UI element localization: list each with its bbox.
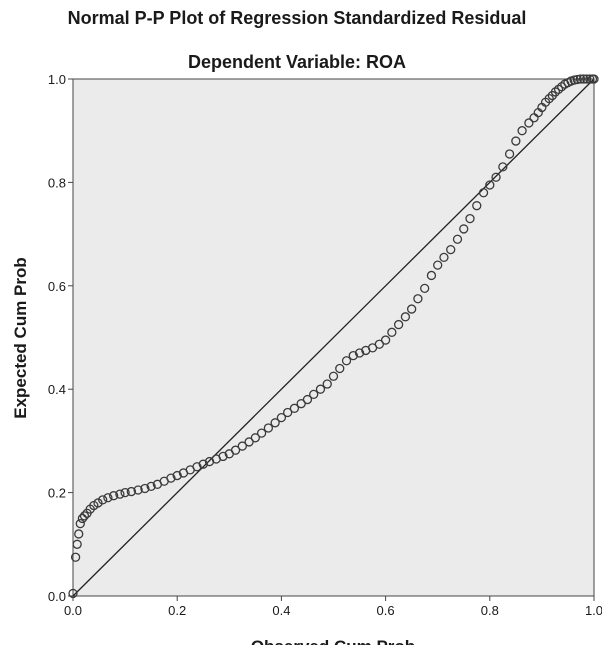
data-point xyxy=(166,473,176,483)
x-axis: 0.0 0.2 0.4 0.6 0.8 1.0 xyxy=(64,596,602,618)
data-point xyxy=(433,260,443,270)
data-point xyxy=(380,335,391,345)
data-point xyxy=(309,389,319,400)
x-tick-label: 0.0 xyxy=(64,603,82,618)
data-point xyxy=(589,74,599,84)
data-point xyxy=(75,518,85,529)
data-point xyxy=(354,348,365,358)
data-point xyxy=(296,399,306,409)
data-point xyxy=(140,483,150,494)
data-point xyxy=(459,224,469,234)
data-point xyxy=(315,384,326,394)
x-tick-label: 0.4 xyxy=(272,603,290,618)
data-point xyxy=(283,407,293,418)
data-point xyxy=(115,489,125,499)
data-point xyxy=(582,74,592,84)
data-point xyxy=(198,459,208,469)
y-tick-label: 0.4 xyxy=(48,382,66,397)
data-point xyxy=(420,283,430,294)
data-points xyxy=(68,74,599,599)
data-point xyxy=(426,270,437,281)
y-axis: 0.0 0.2 0.4 0.6 0.8 1.0 xyxy=(48,72,73,604)
data-point xyxy=(302,394,313,405)
data-point xyxy=(328,371,339,381)
data-point xyxy=(237,441,247,451)
data-point xyxy=(98,495,108,505)
data-point xyxy=(400,312,411,322)
data-point xyxy=(550,87,561,97)
y-tick-label: 0.6 xyxy=(48,279,66,294)
data-point xyxy=(553,84,564,94)
data-point xyxy=(478,188,489,198)
y-tick-label: 0.2 xyxy=(48,486,66,501)
y-tick-label: 0.0 xyxy=(48,589,66,604)
data-point xyxy=(413,294,423,304)
data-point xyxy=(77,513,88,524)
data-point xyxy=(79,511,90,521)
data-point xyxy=(108,491,119,501)
x-tick-label: 0.6 xyxy=(377,603,395,618)
data-point xyxy=(524,118,534,128)
data-point xyxy=(250,433,261,443)
data-point xyxy=(126,486,137,497)
y-tick-label: 1.0 xyxy=(48,72,66,87)
data-point xyxy=(146,481,156,492)
data-point xyxy=(322,379,332,389)
data-point xyxy=(133,485,143,495)
data-point xyxy=(465,213,475,224)
data-point xyxy=(485,180,495,190)
data-point xyxy=(511,136,521,146)
data-point xyxy=(491,172,501,182)
data-point xyxy=(575,74,586,84)
data-point xyxy=(230,445,241,455)
data-point xyxy=(439,252,449,263)
data-point xyxy=(393,319,404,330)
data-point xyxy=(585,74,595,84)
data-point xyxy=(517,126,527,136)
data-point xyxy=(374,339,384,349)
data-point xyxy=(335,363,345,374)
chart-title: Normal P-P Plot of Regression Standardiz… xyxy=(68,8,527,28)
data-point xyxy=(72,539,82,549)
data-point xyxy=(289,403,300,413)
data-point xyxy=(120,487,130,498)
chart-subtitle: Dependent Variable: ROA xyxy=(188,52,406,72)
data-point xyxy=(446,244,456,255)
data-point xyxy=(406,304,417,314)
x-tick-label: 0.8 xyxy=(481,603,499,618)
data-point xyxy=(270,418,280,428)
x-tick-label: 1.0 xyxy=(585,603,602,618)
data-point xyxy=(244,437,254,447)
data-point xyxy=(504,149,515,159)
data-point xyxy=(172,470,182,481)
y-axis-title: Expected Cum Prob xyxy=(11,257,30,419)
data-point xyxy=(578,74,589,84)
data-point xyxy=(276,412,287,423)
data-point xyxy=(544,93,554,104)
x-axis-title: Observed Cum Prob xyxy=(251,637,415,645)
data-point xyxy=(103,493,113,503)
data-point xyxy=(348,350,358,361)
data-point xyxy=(93,498,103,508)
data-point xyxy=(341,356,352,366)
x-tick-label: 0.2 xyxy=(168,603,186,618)
data-point xyxy=(256,428,267,438)
data-point xyxy=(452,234,463,244)
data-point xyxy=(70,552,81,562)
data-point xyxy=(569,75,579,85)
data-point xyxy=(218,451,228,462)
data-point xyxy=(472,201,482,211)
data-point xyxy=(263,423,274,433)
data-point xyxy=(498,162,508,172)
data-point xyxy=(557,82,567,92)
reference-line xyxy=(72,78,595,597)
y-tick-label: 0.8 xyxy=(48,175,66,190)
data-point xyxy=(74,529,84,539)
data-point xyxy=(387,327,397,337)
data-point xyxy=(192,462,202,472)
data-point xyxy=(572,74,582,85)
